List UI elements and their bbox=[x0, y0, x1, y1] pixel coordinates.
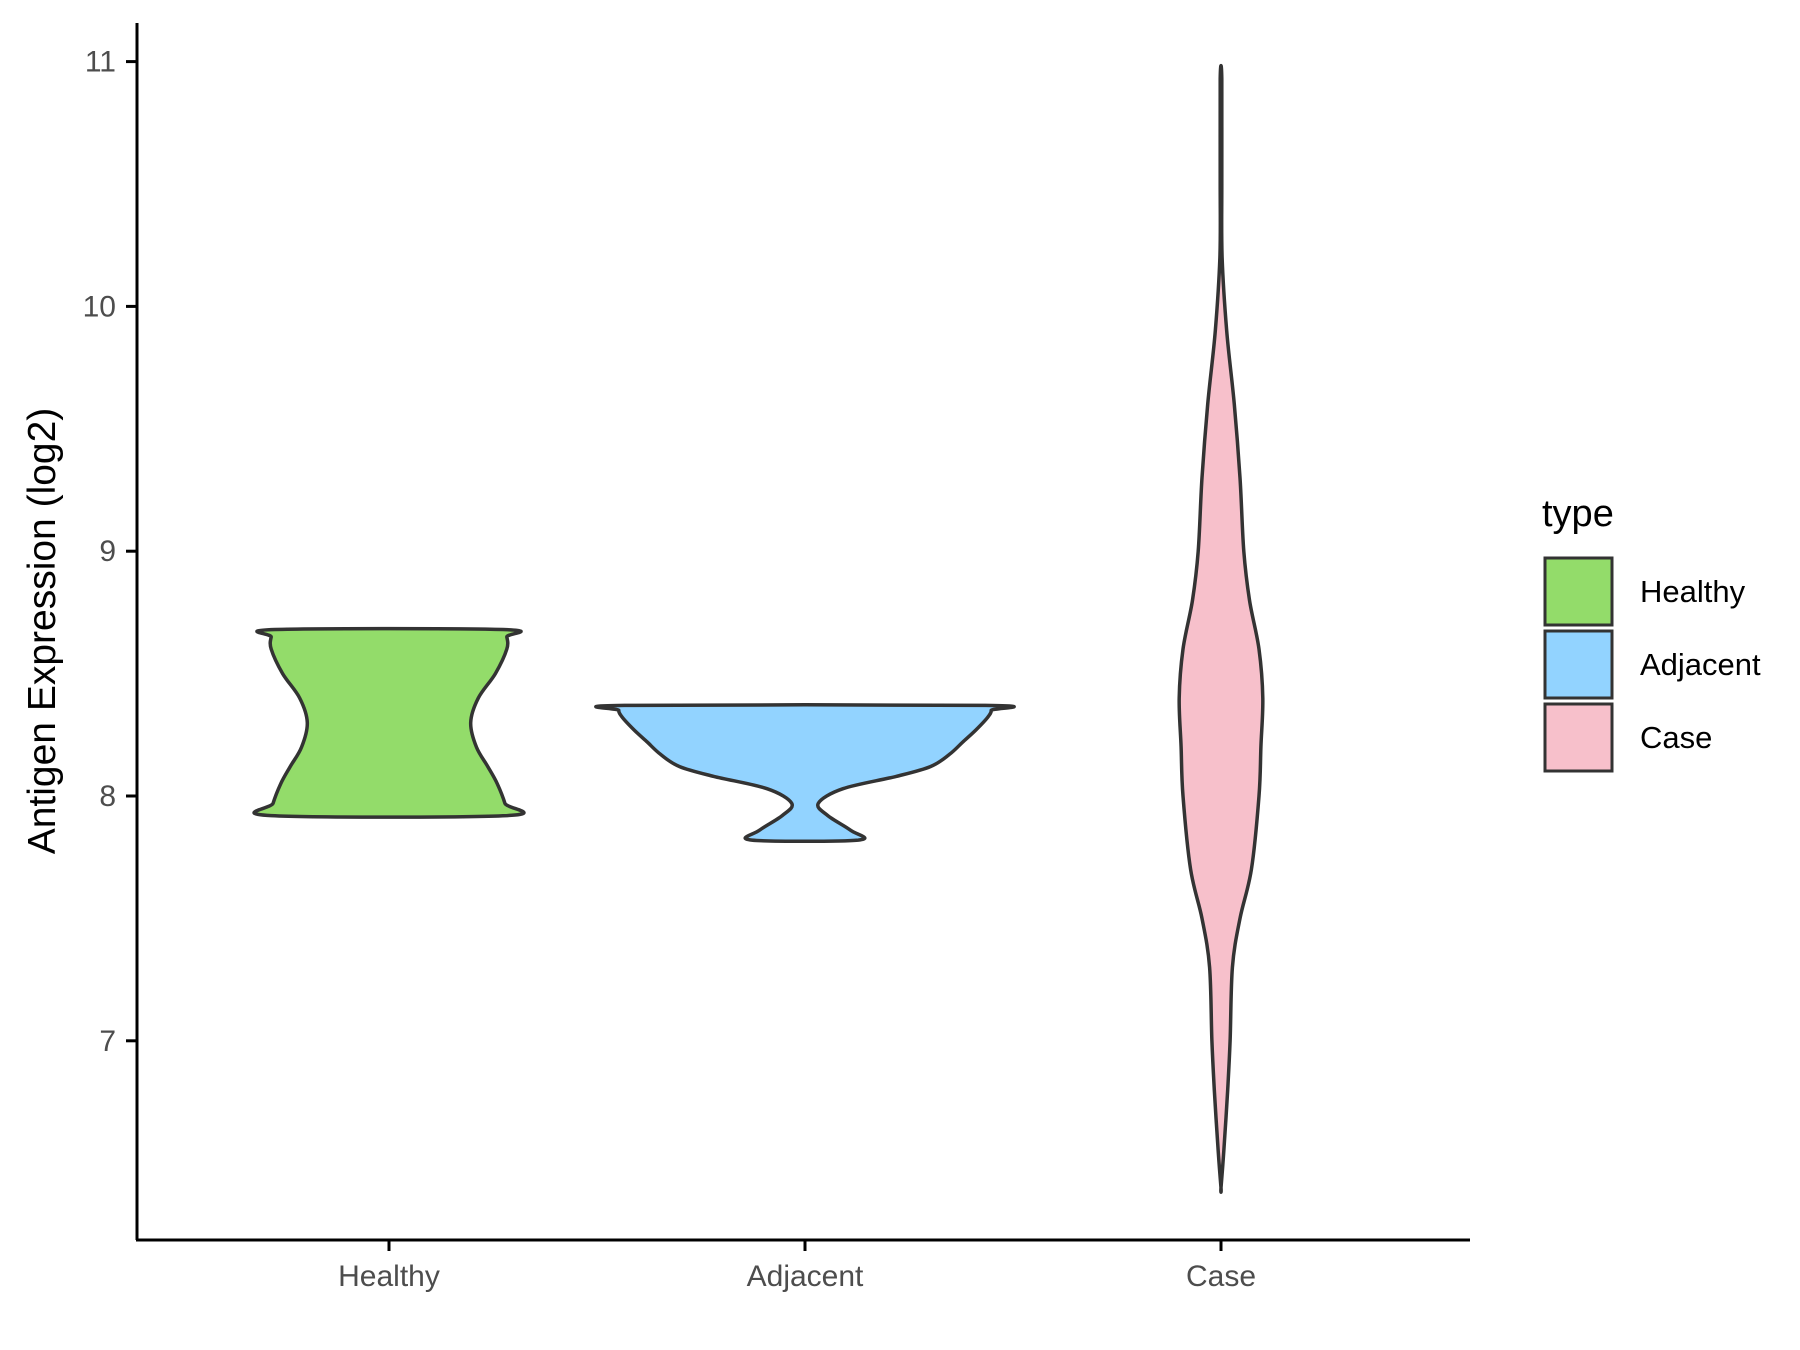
y-tick-label: 10 bbox=[83, 290, 116, 323]
legend-key-case bbox=[1543, 702, 1614, 773]
violin-healthy bbox=[252, 626, 526, 819]
y-tick-label: 8 bbox=[99, 780, 116, 813]
legend-key-adjacent bbox=[1543, 629, 1614, 700]
legend-label: Case bbox=[1640, 720, 1712, 755]
legend: type Healthy Adjacent Case bbox=[1542, 493, 1761, 773]
x-tick-label: Adjacent bbox=[747, 1260, 864, 1293]
y-tick-label: 9 bbox=[99, 535, 116, 568]
legend-key-healthy bbox=[1543, 556, 1614, 627]
y-tick-label: 11 bbox=[85, 46, 116, 79]
x-ticks: Healthy Adjacent Case bbox=[338, 1240, 1256, 1293]
violin-case bbox=[1177, 63, 1265, 1195]
violins bbox=[252, 63, 1265, 1195]
y-axis-title: Antigen Expression (log2) bbox=[21, 408, 64, 855]
x-tick-label: Healthy bbox=[338, 1260, 440, 1293]
y-tick-label: 7 bbox=[99, 1025, 116, 1058]
y-ticks: 7 8 9 10 11 bbox=[83, 46, 137, 1058]
violin-adjacent bbox=[594, 703, 1016, 844]
legend-label: Adjacent bbox=[1640, 647, 1761, 682]
legend-title: type bbox=[1542, 493, 1614, 535]
x-tick-label: Case bbox=[1186, 1260, 1256, 1293]
legend-label: Healthy bbox=[1640, 574, 1746, 609]
